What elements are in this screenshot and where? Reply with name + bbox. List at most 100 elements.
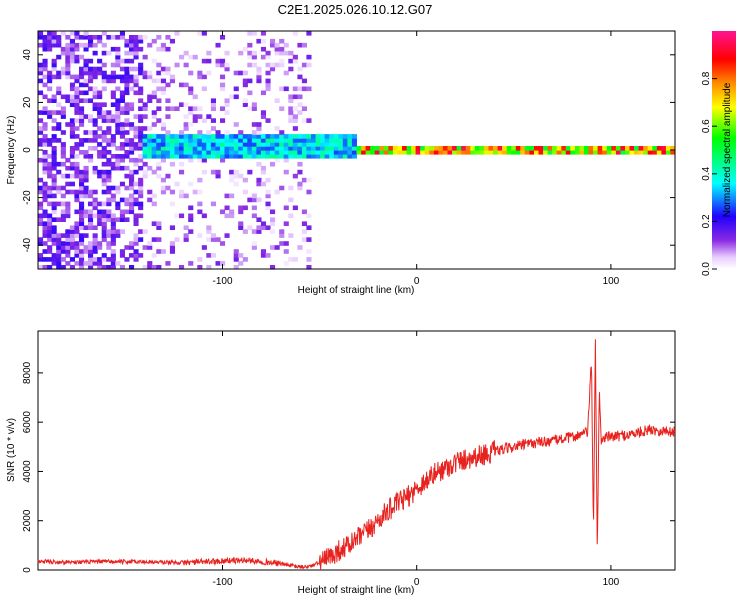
- spectrogram-cell: [251, 205, 257, 211]
- spectrogram-cell: [183, 126, 189, 131]
- spectrogram-cell: [174, 181, 180, 187]
- spectrogram-cell: [129, 181, 135, 187]
- spectrogram-cell: [92, 50, 98, 56]
- spectrogram-cell: [251, 245, 257, 250]
- spectrogram-cell: [247, 106, 253, 111]
- spectrogram-cell: [92, 237, 98, 242]
- spectrogram-cell: [251, 197, 257, 203]
- spectrogram-cell: [47, 70, 53, 76]
- spectrogram-cell: [119, 249, 125, 254]
- spectrogram-cell: [188, 110, 194, 115]
- spectrogram-cell: [115, 161, 121, 167]
- spectrogram-cell: [597, 150, 603, 155]
- spectrogram-cell: [279, 146, 285, 151]
- spectrogram-cell: [97, 70, 103, 76]
- spectrogram-cell: [279, 62, 285, 68]
- spectrogram-cell: [56, 189, 62, 195]
- spectrogram-cell: [79, 253, 85, 258]
- spectrogram-cell: [133, 213, 139, 219]
- spectrogram-cell: [311, 142, 317, 147]
- spectrogram-cell: [361, 150, 367, 155]
- spectrogram-cell: [229, 94, 235, 100]
- spectrogram-cell: [265, 253, 271, 258]
- spectrogram-cell: [65, 241, 71, 246]
- spectrogram-cell: [133, 130, 139, 135]
- spectrogram-cell: [324, 142, 330, 147]
- spectrogram-cell: [320, 142, 326, 147]
- spectrogram-cell: [47, 213, 53, 219]
- spectrogram-cell: [165, 46, 171, 52]
- spectrogram-cell: [124, 201, 130, 207]
- spectrogram-cell: [179, 161, 185, 167]
- spectrogram-cell: [129, 253, 135, 258]
- spectrogram-cell: [106, 150, 112, 155]
- spectrogram-cell: [88, 38, 94, 44]
- spectrogram-cell: [297, 138, 303, 143]
- spectrogram-cell: [192, 138, 198, 143]
- spectrogram-cell: [210, 118, 216, 123]
- spectrogram-cell: [147, 94, 153, 100]
- snr-frame: [37, 330, 676, 571]
- spectrogram-cell: [97, 90, 103, 96]
- spectrogram-cell: [183, 154, 189, 159]
- spectrogram-cell: [311, 138, 317, 143]
- spectrogram-cell: [42, 165, 48, 171]
- spectrogram-cell: [442, 150, 448, 155]
- spectrogram-cell: [142, 138, 148, 143]
- spectrogram-cell: [233, 150, 239, 155]
- spectrogram-cell: [147, 150, 153, 155]
- spectrogram-cell: [110, 257, 116, 262]
- spectrogram-cell: [47, 31, 53, 36]
- spectrogram-cell: [101, 70, 107, 76]
- spectrogram-cell: [242, 189, 248, 195]
- spectrogram-cell: [56, 110, 62, 115]
- spectrogram-cell: [65, 94, 71, 100]
- spectrogram-cell: [83, 185, 89, 191]
- spectrogram-cell: [92, 74, 98, 80]
- spectrogram-cell: [138, 205, 144, 211]
- spectrogram-cell: [133, 249, 139, 254]
- spectrogram-cell: [242, 46, 248, 52]
- spectrogram-cell: [97, 150, 103, 155]
- spectrogram-cell: [220, 106, 226, 111]
- spectrogram-cell: [306, 154, 312, 159]
- spectrogram-cell: [634, 146, 640, 151]
- spectrogram-cell: [206, 130, 212, 135]
- x-tick-label: -100: [212, 276, 232, 287]
- spectrogram-cell: [197, 189, 203, 195]
- spectrogram-cell: [301, 134, 307, 139]
- spectrogram-cell: [65, 165, 71, 171]
- spectrogram-cell: [83, 42, 89, 48]
- spectrogram-cell: [206, 70, 212, 76]
- spectrogram-cell: [101, 265, 107, 270]
- spectrogram-cell: [529, 150, 535, 155]
- spectrogram-cell: [279, 233, 285, 238]
- spectrogram-cell: [315, 150, 321, 155]
- spectrogram-cell: [92, 102, 98, 107]
- spectrogram-cell: [465, 150, 471, 155]
- spectrogram-cell: [210, 142, 216, 147]
- spectrogram-cell: [97, 209, 103, 215]
- y-tick-label: -40: [22, 238, 33, 253]
- spectrogram-cell: [56, 126, 62, 131]
- spectrogram-cell: [79, 169, 85, 175]
- spectrogram-cell: [92, 42, 98, 48]
- spectrogram-cell: [156, 221, 162, 226]
- spectrogram-cell: [69, 146, 75, 151]
- spectrogram-cell: [634, 150, 640, 155]
- spectrogram-cell: [206, 138, 212, 143]
- spectrogram-cell: [51, 261, 57, 266]
- spectrogram-cell: [65, 233, 71, 238]
- spectrogram-cell: [292, 205, 298, 211]
- spectrogram-cell: [110, 78, 116, 84]
- spectrogram-cell: [283, 150, 289, 155]
- spectrogram-cell: [60, 31, 66, 36]
- snr-series-line: [37, 339, 676, 571]
- spectrogram-cell: [361, 146, 367, 151]
- spectrogram-cell: [69, 98, 75, 103]
- spectrogram-cell: [270, 38, 276, 44]
- spectrogram-cell: [156, 142, 162, 147]
- spectrogram-cell: [83, 130, 89, 135]
- spectrogram-cell: [306, 86, 312, 92]
- spectrogram-cell: [38, 62, 44, 68]
